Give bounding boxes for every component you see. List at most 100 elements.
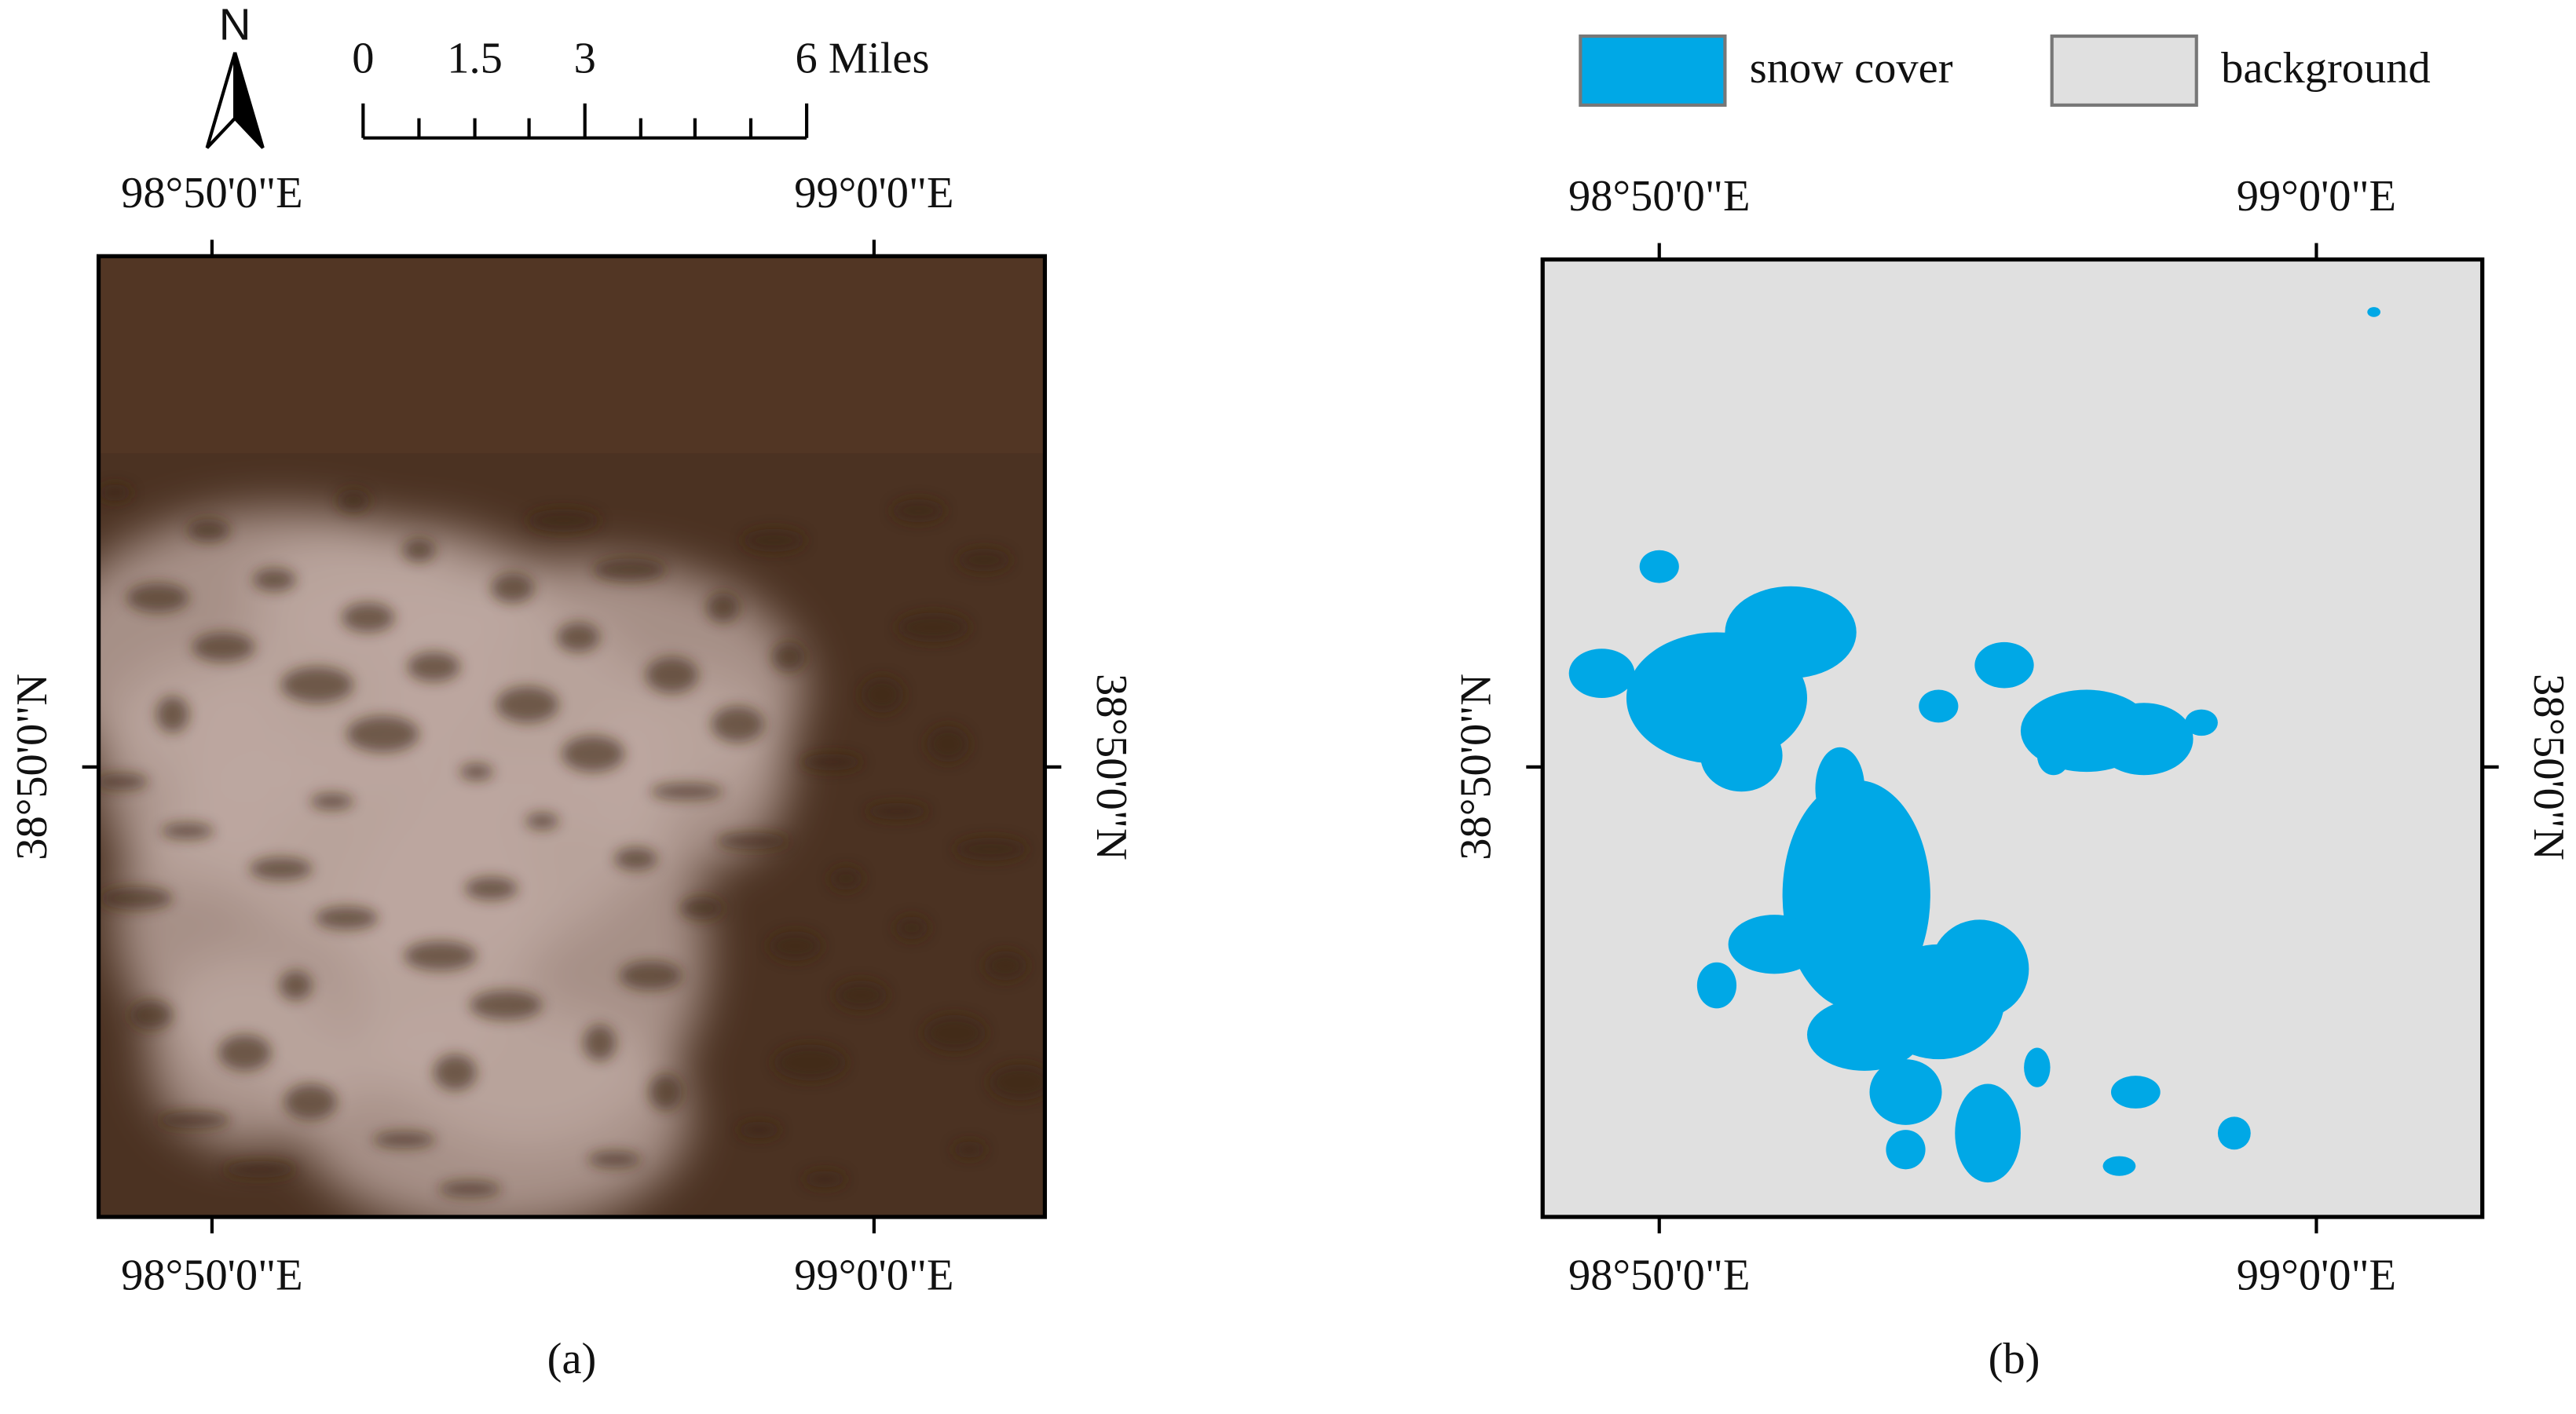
snow-patch xyxy=(2185,709,2218,736)
longitude-label: 98°50'0"E xyxy=(1568,1251,1750,1299)
snow-patch xyxy=(1700,719,1783,792)
terrain-shadow xyxy=(646,656,699,693)
terrain-shadow xyxy=(192,632,255,662)
shadow-texture xyxy=(98,484,1045,1197)
snow-patch xyxy=(1728,915,1820,974)
terrain-shadow xyxy=(954,837,1027,861)
panel-caption: (a) xyxy=(547,1335,597,1383)
snow-patch xyxy=(2367,307,2381,317)
snow-patch xyxy=(1974,641,2034,689)
terrain-shadow xyxy=(861,676,904,713)
terrain-shadow xyxy=(434,1054,477,1091)
terrain-shadow xyxy=(465,876,518,901)
terrain-shadow xyxy=(897,612,970,642)
legend-label: snow cover xyxy=(1750,44,1953,93)
terrain-shadow xyxy=(834,980,887,1010)
terrain-shadow xyxy=(491,573,534,603)
snow-patch xyxy=(2024,1047,2051,1087)
terrain-shadow xyxy=(587,1151,641,1168)
terrain-shadow xyxy=(98,773,148,791)
snow-patch xyxy=(1568,649,1635,698)
north-label: N xyxy=(219,0,251,49)
terrain-shadow xyxy=(346,716,419,753)
map-frame xyxy=(1540,257,2485,1219)
terrain-shadow xyxy=(593,558,666,582)
snow-patch xyxy=(1806,998,1923,1071)
terrain-shadow xyxy=(711,706,764,743)
terrain-shadow xyxy=(525,813,559,830)
image-top-dark xyxy=(98,256,1045,454)
terrain-shadow xyxy=(774,1044,847,1081)
snow-patch xyxy=(1930,919,2029,1018)
terrain-shadow xyxy=(769,931,821,961)
terrain-shadow xyxy=(459,763,493,780)
snow-patch xyxy=(246,525,543,657)
snow-patch xyxy=(2217,1116,2251,1150)
snow-map xyxy=(1542,259,2483,1217)
terrain-shadow xyxy=(315,906,379,930)
terrain-shadow xyxy=(100,886,173,910)
terrain-shadow xyxy=(280,667,353,703)
terrain-shadow xyxy=(891,499,945,523)
longitude-label: 98°50'0"E xyxy=(121,1251,302,1299)
terrain-shadow xyxy=(218,1034,272,1071)
terrain-shadow xyxy=(557,622,600,652)
terrain-shadow xyxy=(989,1064,1045,1101)
terrain-shadow xyxy=(157,1112,230,1129)
terrain-shadow xyxy=(156,696,189,733)
terrain-shadow xyxy=(984,951,1027,981)
terrain-shadow xyxy=(126,583,189,613)
terrain-shadow xyxy=(583,1025,617,1061)
snow-patch xyxy=(2110,1076,2161,1109)
scale-label: 3 xyxy=(574,34,596,82)
longitude-label: 99°0'0"E xyxy=(2237,172,2396,221)
terrain-shadow xyxy=(926,725,970,762)
scale-label: 0 xyxy=(352,34,374,82)
terrain-shadow xyxy=(372,1131,436,1149)
satellite-image xyxy=(98,256,1045,1217)
terrain-shadow xyxy=(161,822,214,839)
terrain-shadow xyxy=(279,970,313,1000)
terrain-shadow xyxy=(336,489,370,513)
snow-patch xyxy=(2036,736,2070,776)
longitude-label: 98°50'0"E xyxy=(121,169,302,217)
terrain-shadow xyxy=(438,1180,502,1197)
snow-patch xyxy=(1955,1083,2021,1183)
terrain-shadow xyxy=(895,916,928,940)
latitude-label: 38°50'0"N xyxy=(8,674,57,860)
latitude-label: 38°50'0"N xyxy=(2524,674,2573,860)
terrain-shadow xyxy=(803,1171,847,1188)
terrain-shadow xyxy=(772,641,806,672)
terrain-shadow xyxy=(865,802,928,820)
scale-label: 1.5 xyxy=(447,34,503,82)
snow-patch xyxy=(1919,689,1959,723)
scale-bar xyxy=(361,103,809,140)
snow-patch xyxy=(1782,780,1930,1010)
snow-patch xyxy=(1725,586,1857,678)
terrain-shadow xyxy=(130,999,173,1030)
latitude-label: 38°50'0"N xyxy=(1452,674,1501,860)
terrain-shadow xyxy=(284,1083,337,1120)
snow-patch xyxy=(1639,550,1679,583)
terrain-shadow xyxy=(742,528,806,552)
terrain-shadow xyxy=(402,539,436,562)
terrain-shadow xyxy=(737,1121,781,1138)
terrain-shadow xyxy=(716,832,789,849)
terrain-shadow xyxy=(562,736,624,773)
terrain-shadow xyxy=(223,1160,296,1178)
snow-patch xyxy=(295,1002,690,1217)
terrain-shadow xyxy=(957,548,1011,572)
snow-patch xyxy=(1696,962,1737,1009)
terrain-shadow xyxy=(253,568,296,592)
snow-patch xyxy=(98,656,296,887)
panel-caption: (b) xyxy=(1989,1335,2040,1383)
terrain-shadow xyxy=(98,484,132,501)
north-arrow xyxy=(205,52,265,149)
snow-patch xyxy=(1869,1059,1942,1125)
terrain-shadow xyxy=(923,1014,986,1051)
longitude-label: 98°50'0"E xyxy=(1568,172,1750,221)
terrain-shadow xyxy=(470,990,543,1020)
map-frame xyxy=(96,254,1048,1219)
legend-label: background xyxy=(2221,44,2431,93)
